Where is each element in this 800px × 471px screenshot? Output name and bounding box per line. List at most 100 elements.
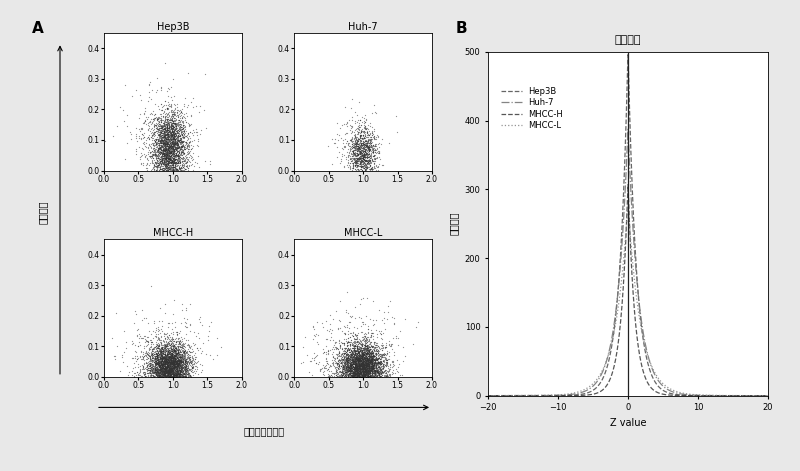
Point (158, 365, 171, 373)
Point (178, 350, 191, 358)
Point (182, 370, 194, 377)
Point (169, 122, 182, 130)
Point (164, 347, 177, 355)
Point (166, 373, 179, 381)
Point (348, 370, 361, 377)
Point (342, 362, 354, 369)
Point (166, 144, 178, 152)
Point (326, 373, 338, 380)
Point (187, 363, 200, 370)
Point (382, 309, 394, 316)
Point (341, 145, 354, 153)
Point (176, 361, 189, 368)
Point (174, 358, 186, 365)
Point (145, 133, 158, 140)
Point (163, 367, 176, 374)
Point (159, 365, 172, 373)
Point (352, 348, 365, 356)
Point (163, 354, 176, 362)
Point (160, 365, 173, 372)
Point (174, 117, 187, 125)
Point (369, 354, 382, 361)
Point (171, 357, 184, 364)
Point (190, 353, 202, 361)
Point (348, 344, 361, 351)
Point (367, 349, 380, 357)
Point (171, 152, 184, 159)
Point (355, 353, 368, 360)
Point (369, 361, 382, 369)
Point (367, 373, 380, 381)
Point (362, 362, 374, 369)
Point (360, 355, 373, 363)
Point (338, 163, 350, 171)
Point (166, 131, 179, 139)
Point (153, 146, 166, 153)
Point (362, 160, 375, 167)
Point (362, 369, 375, 376)
Point (163, 349, 176, 356)
Point (173, 360, 186, 367)
Point (343, 366, 356, 374)
Point (138, 150, 150, 158)
Point (171, 359, 184, 367)
Point (145, 357, 158, 364)
Point (166, 110, 178, 117)
Point (160, 366, 173, 374)
Point (145, 331, 158, 338)
Point (164, 146, 177, 154)
Point (129, 370, 142, 377)
Point (377, 352, 390, 359)
Point (163, 362, 176, 369)
Point (360, 363, 373, 370)
Point (166, 139, 178, 146)
Point (363, 143, 376, 150)
Point (364, 367, 377, 374)
Point (176, 364, 189, 371)
Point (151, 356, 164, 363)
Point (158, 132, 171, 139)
Point (162, 354, 175, 361)
Point (145, 365, 158, 373)
Point (160, 329, 173, 337)
Point (361, 159, 374, 166)
Point (150, 367, 163, 375)
Point (353, 367, 366, 374)
Point (358, 364, 370, 372)
Point (174, 111, 187, 119)
Point (356, 342, 369, 350)
Point (147, 358, 160, 366)
MHCC-H (619, 270, 629, 276)
Point (174, 356, 187, 363)
Point (374, 368, 387, 375)
Point (162, 130, 174, 138)
Point (355, 129, 368, 136)
Point (359, 355, 372, 363)
Point (359, 349, 372, 357)
Point (162, 365, 175, 373)
Point (361, 165, 374, 172)
Point (170, 367, 182, 375)
Point (174, 366, 186, 374)
Point (161, 122, 174, 130)
Point (178, 366, 191, 374)
Point (166, 122, 178, 129)
Point (165, 365, 178, 372)
Point (164, 360, 177, 368)
Point (357, 350, 370, 358)
Point (185, 345, 198, 352)
Point (164, 350, 177, 358)
Point (146, 361, 159, 368)
Point (350, 343, 363, 351)
Point (350, 365, 363, 373)
Point (159, 371, 172, 378)
Point (154, 149, 167, 156)
Point (362, 344, 374, 352)
Point (134, 334, 147, 341)
Point (150, 135, 163, 143)
Point (153, 150, 166, 157)
Point (140, 348, 153, 355)
Point (165, 366, 178, 374)
Point (370, 149, 382, 156)
Point (334, 359, 347, 367)
